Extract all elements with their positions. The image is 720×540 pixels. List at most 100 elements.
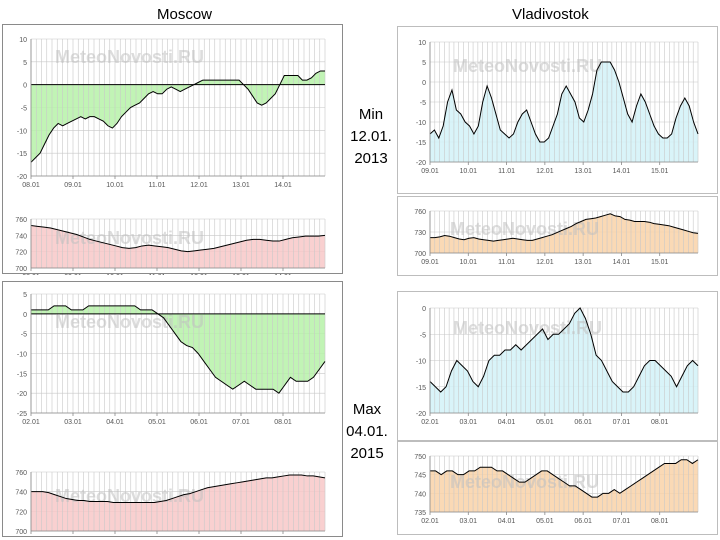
y-tick-label: -5 <box>21 106 27 113</box>
y-tick-label: 700 <box>414 251 426 258</box>
x-tick-label: 15.01 <box>651 168 669 175</box>
watermark-text: MeteoNovosti.RU <box>450 219 599 239</box>
x-tick-label: 06.01 <box>574 419 592 426</box>
vladivostok-min-temp-chart: 10 5 0 -5 -10 -15 -20 MeteoNovosti.RU 09.01 10.01… <box>416 40 699 175</box>
max-label: Max 04.01. 2015 <box>332 399 402 465</box>
y-tick-label: -15 <box>17 371 27 378</box>
x-tick-label: 04.01 <box>106 419 124 426</box>
y-tick-label: 745 <box>414 473 426 480</box>
x-tick-label: 11.01 <box>149 274 166 275</box>
y-tick-label: -10 <box>416 359 426 366</box>
watermark-text: MeteoNovosti.RU <box>55 486 204 506</box>
x-tick-label: 12.01 <box>190 182 208 189</box>
y-tick-label: -10 <box>416 120 426 127</box>
y-tick-label: 735 <box>414 510 426 517</box>
y-tick-label: 10 <box>418 40 426 47</box>
y-tick-label: -20 <box>416 160 426 167</box>
y-tick-label: 700 <box>15 529 27 534</box>
moscow-min-panel: 10 5 0 -5 -10 -15 -20 MeteoNovosti.RU 08.01 09.01… <box>2 24 343 275</box>
moscow-max-press-chart: 760740720700MeteoNovosti.RU02.0103.0104.… <box>15 470 326 534</box>
x-tick-label: 09.01 <box>64 182 82 189</box>
y-tick-label: -10 <box>17 128 27 135</box>
y-tick-label: -15 <box>416 385 426 392</box>
series-line <box>31 305 326 394</box>
vladivostok-max-temp-chart: 0 -5 -10 -15 -20 MeteoNovosti.RU 02.01 03.01 04.… <box>416 306 699 426</box>
x-tick-label: 03.01 <box>64 419 82 426</box>
x-tick-label: 13.01 <box>232 182 250 189</box>
x-tick-label: 10.01 <box>106 182 124 189</box>
vladivostok-min-press-panel: 760 730 700 MeteoNovosti.RU 09.01 10.01 11.01 1… <box>397 196 718 276</box>
moscow-title: Moscow <box>157 6 213 23</box>
vladivostok-max-temp-panel: 0 -5 -10 -15 -20 MeteoNovosti.RU 02.01 03.01 04.… <box>397 291 718 441</box>
watermark-text: MeteoNovosti.RU <box>55 47 204 67</box>
y-tick-label: 5 <box>23 292 27 299</box>
y-tick-label: 760 <box>414 209 426 216</box>
x-tick-label: 07.01 <box>613 518 631 525</box>
x-tick-label: 08.01 <box>22 274 40 275</box>
x-tick-label: 13.01 <box>232 274 250 275</box>
y-tick-label: 740 <box>414 491 426 498</box>
y-tick-label: -20 <box>17 391 27 398</box>
watermark-text: MeteoNovosti.RU <box>453 56 602 76</box>
y-tick-label: 730 <box>414 230 426 237</box>
x-tick-label: 12.01 <box>190 274 208 275</box>
x-tick-label: 12.01 <box>536 168 554 175</box>
y-tick-label: 740 <box>15 490 27 497</box>
x-tick-label: 11.01 <box>498 259 515 266</box>
y-tick-label: 0 <box>422 306 426 313</box>
y-tick-label: -10 <box>17 352 27 359</box>
vladivostok-title: Vladivostok <box>512 6 589 23</box>
y-tick-label: 5 <box>422 60 426 67</box>
max-date: 04.01. <box>346 423 388 440</box>
series-line <box>31 474 326 503</box>
series-line <box>429 61 699 143</box>
vladivostok-min-temp-panel: 10 5 0 -5 -10 -15 -20 MeteoNovosti.RU 09.01 10.01… <box>397 26 718 194</box>
min-label: Min 12.01. 2013 <box>336 104 406 170</box>
y-tick-label: -5 <box>420 100 426 107</box>
moscow-min-temp-chart: 10 5 0 -5 -10 -15 -20 MeteoNovosti.RU 08.01 09.01… <box>17 37 326 189</box>
x-tick-label: 02.01 <box>421 518 439 525</box>
moscow-max-panel: 5 0 -5 -10 -15 -20 -25 MeteoNovosti.RU 02.01 03.0… <box>2 281 343 537</box>
y-tick-label: 750 <box>414 454 426 461</box>
y-tick-label: 760 <box>15 217 27 224</box>
series-line <box>30 70 325 163</box>
series-line <box>30 225 326 253</box>
x-tick-label: 09.01 <box>64 274 82 275</box>
x-tick-label: 08.01 <box>651 518 669 525</box>
x-tick-label: 13.01 <box>574 259 592 266</box>
x-tick-label: 06.01 <box>574 518 592 525</box>
x-tick-label: 02.01 <box>22 419 40 426</box>
x-tick-label: 11.01 <box>149 182 166 189</box>
max-year: 2015 <box>350 445 384 462</box>
x-tick-label: 14.01 <box>274 182 292 189</box>
x-tick-label: 03.01 <box>460 518 478 525</box>
min-kind: Min <box>358 106 384 123</box>
x-tick-label: 09.01 <box>421 259 439 266</box>
x-tick-label: 04.01 <box>498 419 516 426</box>
x-tick-label: 08.01 <box>651 419 669 426</box>
y-tick-label: 10 <box>19 37 27 44</box>
x-tick-label: 10.01 <box>460 168 478 175</box>
x-tick-label: 13.01 <box>574 168 592 175</box>
watermark-text: MeteoNovosti.RU <box>55 228 204 248</box>
y-tick-label: 0 <box>23 83 27 90</box>
y-tick-label: -25 <box>17 411 27 418</box>
watermark-text: MeteoNovosti.RU <box>55 312 204 332</box>
x-tick-label: 08.01 <box>22 182 40 189</box>
x-tick-label: 10.01 <box>106 274 124 275</box>
x-tick-label: 02.01 <box>421 419 439 426</box>
series-line <box>429 307 699 393</box>
y-tick-label: 5 <box>23 60 27 67</box>
y-tick-label: 0 <box>422 80 426 87</box>
y-tick-label: 700 <box>15 266 27 273</box>
y-tick-label: 720 <box>15 250 27 257</box>
x-tick-label: 12.01 <box>536 259 554 266</box>
moscow-max-temp-chart: 5 0 -5 -10 -15 -20 -25 MeteoNovosti.RU 02.01 03.0… <box>17 292 326 426</box>
series-line <box>430 459 699 498</box>
x-tick-label: 08.01 <box>274 419 292 426</box>
x-tick-label: 11.01 <box>498 168 515 175</box>
vladivostok-max-press-panel: 750 745 740 735 MeteoNovosti.RU 02.01 03.01 04.… <box>397 441 718 535</box>
x-tick-label: 05.01 <box>536 518 554 525</box>
x-tick-label: 06.01 <box>190 419 208 426</box>
y-tick-label: 740 <box>15 233 27 240</box>
